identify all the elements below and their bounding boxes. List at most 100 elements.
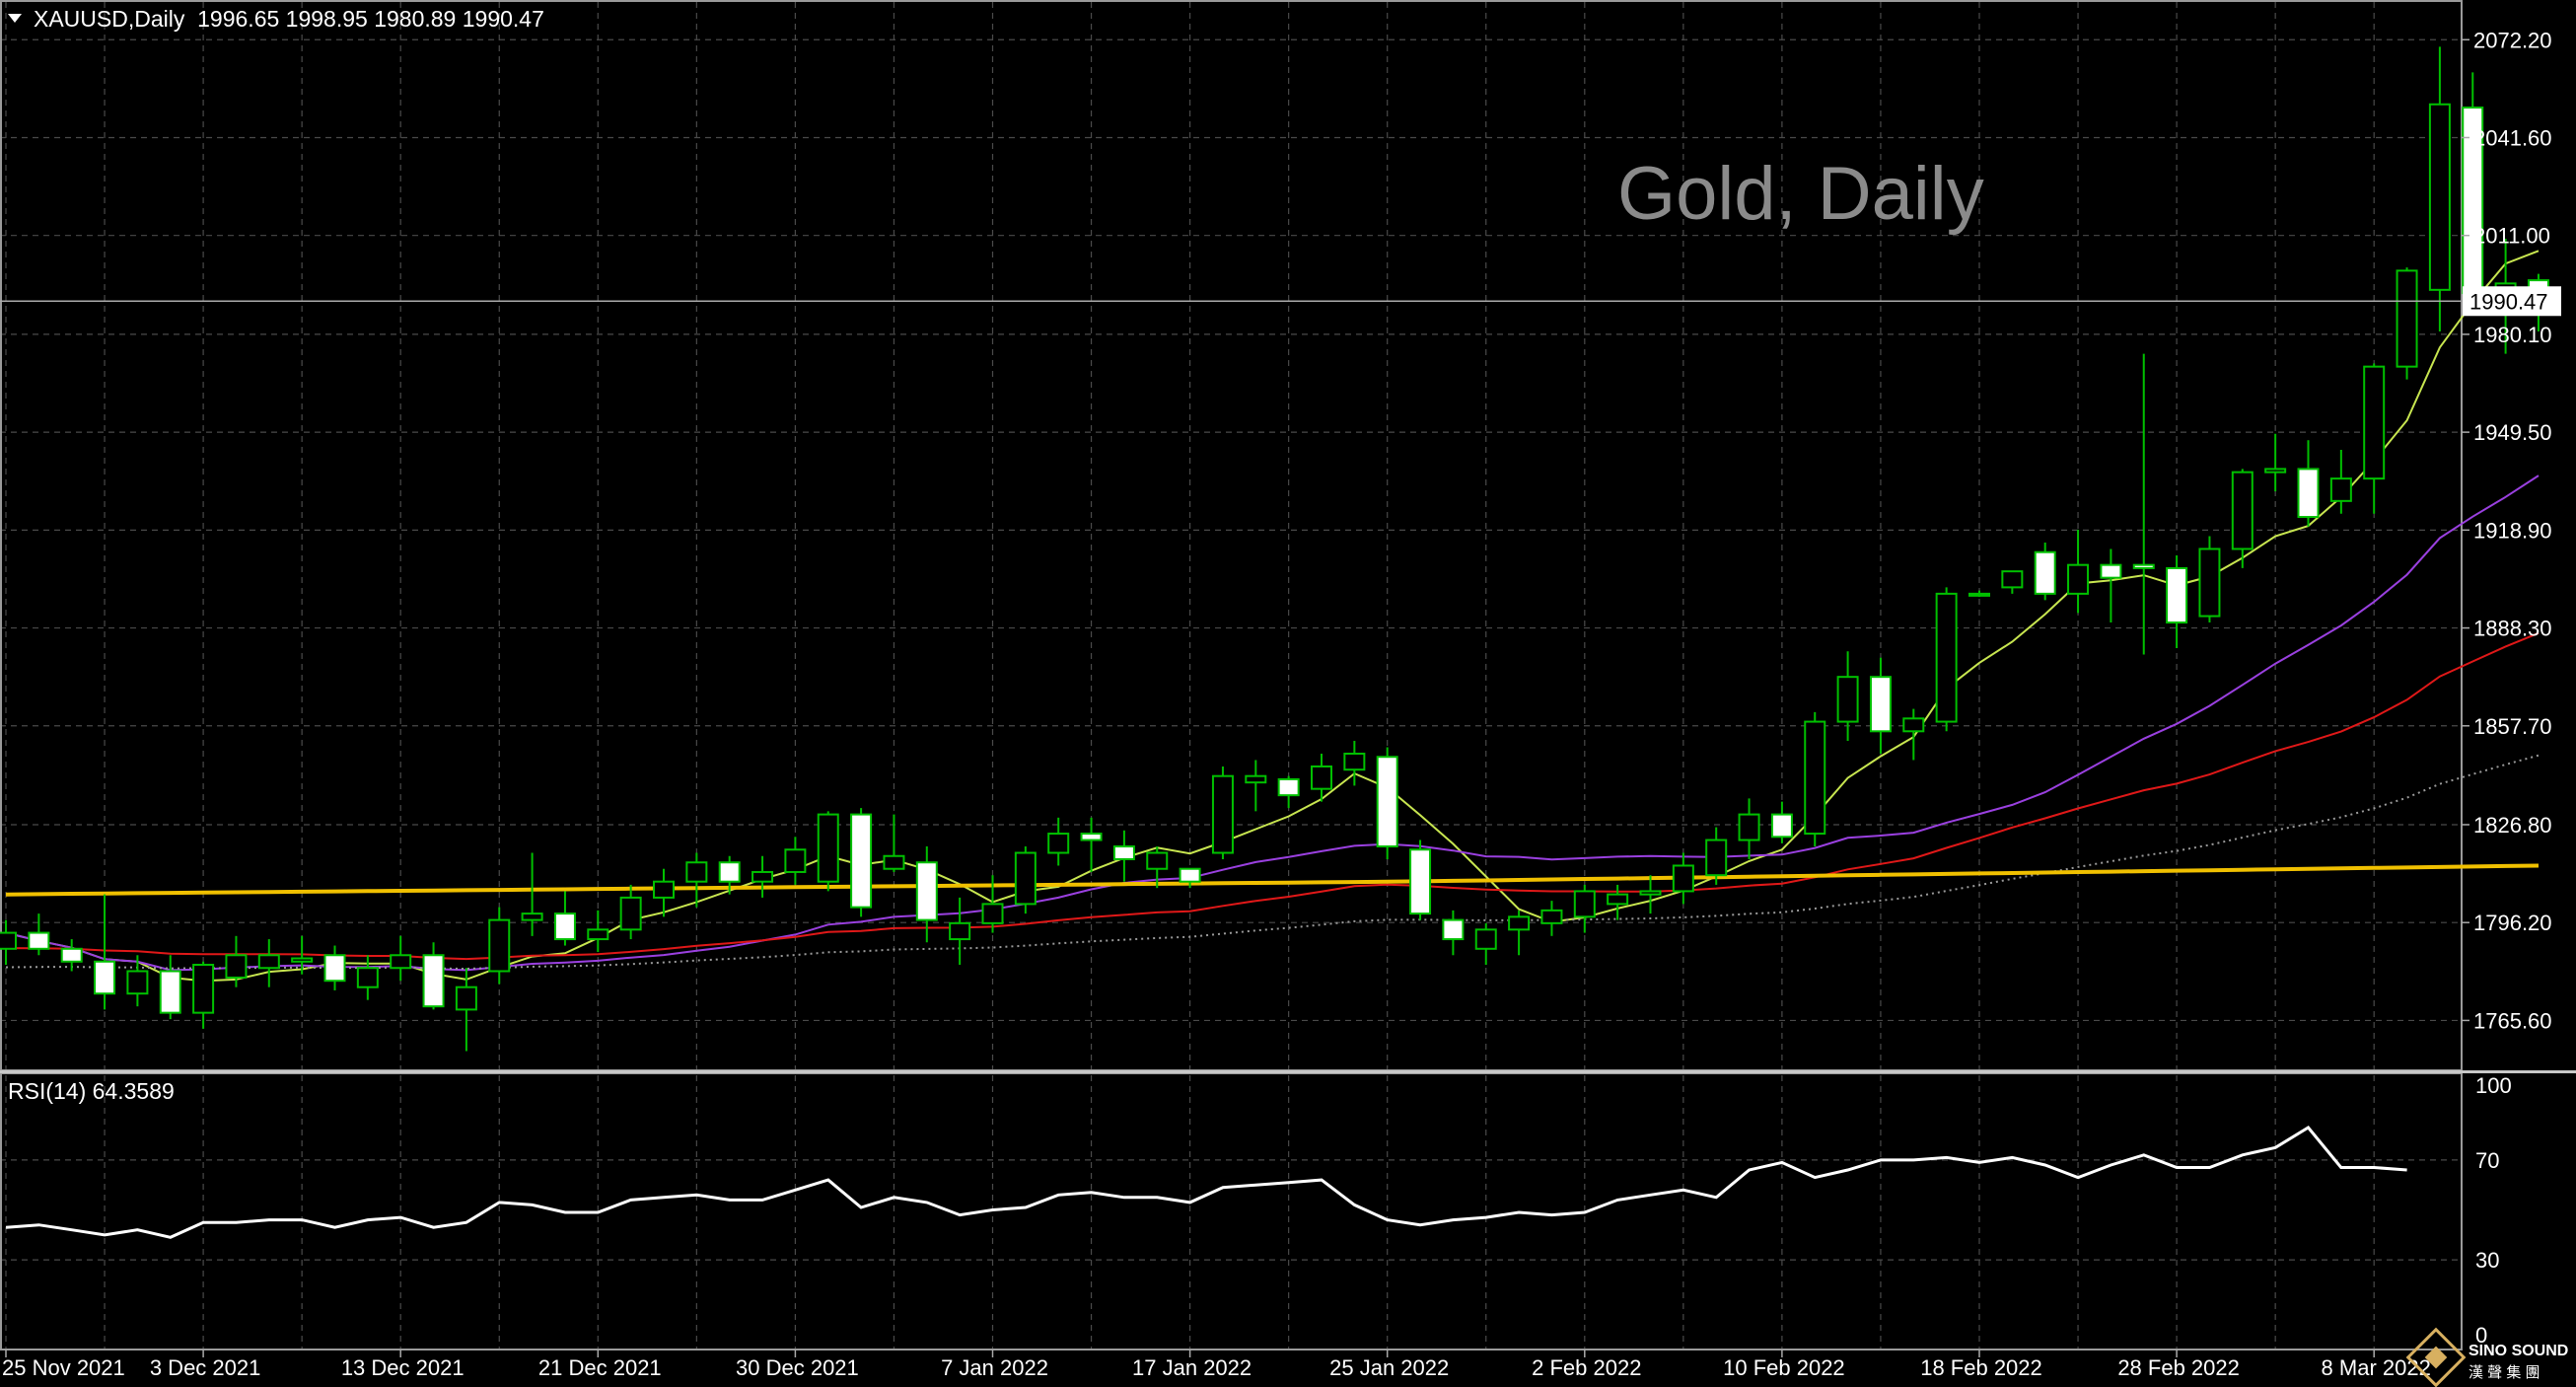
candle-body — [553, 912, 576, 941]
time-axis[interactable]: 25 Nov 2021 3 Dec 2021 13 Dec 2021 21 Dec 2… — [2, 1350, 2431, 1380]
candle-body — [1935, 592, 1958, 723]
symbol-ohlc-label: XAUUSD,Daily 1996.65 1998.95 1980.89 199… — [34, 6, 544, 32]
y-tick-label: 1918.90 — [2473, 518, 2552, 543]
candle-body — [1014, 851, 1037, 906]
candle-body — [1639, 890, 1662, 896]
candle-body — [126, 970, 149, 995]
candle-body — [488, 918, 511, 973]
x-tick-label: 25 Jan 2022 — [1329, 1355, 1449, 1380]
candle-body — [192, 963, 215, 1014]
rsi-label: RSI(14) 64.3589 — [8, 1078, 175, 1104]
candle-body — [2067, 563, 2090, 595]
candle-body — [2100, 563, 2122, 579]
candle-body — [225, 954, 248, 979]
candle-body — [915, 861, 938, 921]
rsi-tick-label: 0 — [2475, 1323, 2487, 1348]
price-tag-background — [2463, 286, 2561, 317]
rsi-line — [5, 1126, 2407, 1239]
candle-body — [356, 967, 379, 988]
candle-body — [1409, 848, 1432, 915]
candle-body — [28, 931, 50, 950]
rsi-tick-label: 30 — [2475, 1248, 2499, 1273]
y-tick-label: 1765.60 — [2473, 1008, 2552, 1033]
logo-subtitle: 漢 聲 集 團 — [2469, 1364, 2540, 1381]
rsi-tick-label: 70 — [2475, 1148, 2499, 1173]
candle-body — [1146, 851, 1169, 870]
candle-body — [1573, 890, 1596, 918]
sino-sound-logo: SINO SOUND 漢 聲 集 團 — [2405, 1327, 2568, 1387]
candle-body — [323, 954, 346, 983]
x-tick-label: 8 Mar 2022 — [2322, 1355, 2431, 1380]
grid-lines — [0, 2, 2462, 1349]
candle-body — [159, 970, 181, 1014]
candle-body — [60, 947, 83, 963]
y-tick-label: 2072.20 — [2473, 28, 2552, 52]
x-tick-label: 2 Feb 2022 — [1532, 1355, 1641, 1380]
candle-body — [0, 931, 17, 950]
candle-body — [1474, 928, 1497, 950]
candle-body — [1311, 765, 1332, 790]
candle-body — [1869, 676, 1892, 733]
chart-watermark: Gold, Daily — [1617, 152, 1984, 236]
price-axis[interactable]: 2072.20 2041.60 2011.00 1980.10 1949.50 1918.… — [2462, 28, 2552, 1033]
x-tick-label: 21 Dec 2021 — [538, 1355, 662, 1380]
candle-body — [390, 954, 412, 970]
candle-body — [1442, 918, 1465, 941]
candle-body — [2132, 563, 2155, 569]
candle-body — [2034, 550, 2056, 595]
current-price-tag: 1990.47 — [2463, 286, 2561, 317]
candle-body — [1112, 845, 1135, 860]
candle-body — [2198, 548, 2221, 618]
y-tick-label: 1949.50 — [2473, 420, 2552, 445]
candle-body — [2297, 468, 2320, 519]
candle-body — [1211, 774, 1234, 854]
logo-inner-icon — [2424, 1346, 2448, 1369]
y-tick-label: 1826.80 — [2473, 813, 2552, 838]
candle-body — [751, 870, 774, 883]
y-tick-label: 2011.00 — [2473, 224, 2550, 249]
logo-name: SINO SOUND — [2469, 1343, 2568, 1359]
candle-body — [619, 896, 642, 931]
candle-body — [1376, 756, 1398, 848]
candle-body — [1508, 915, 1531, 931]
y-tick-label: 1888.30 — [2473, 617, 2552, 641]
candle-body — [2264, 468, 2287, 474]
rsi-indicator — [5, 1126, 2407, 1239]
candle-body — [1245, 774, 1267, 784]
candle-body — [2166, 566, 2188, 624]
candle-body — [422, 954, 445, 1008]
candle-body — [257, 954, 280, 970]
candle-body — [981, 903, 1004, 924]
candle-body — [1804, 720, 1826, 836]
candle-body — [1738, 813, 1760, 841]
triangle-down-icon[interactable] — [8, 14, 22, 23]
candle-body — [1770, 813, 1793, 839]
candle-body — [2428, 103, 2451, 291]
candle-body — [587, 928, 609, 941]
candle-body — [2231, 471, 2254, 550]
candle-body — [1672, 864, 1694, 893]
candle-body — [2001, 570, 2024, 589]
candle-body — [2396, 269, 2418, 368]
candle-body — [653, 880, 675, 899]
x-tick-label: 3 Dec 2021 — [150, 1355, 261, 1380]
logo-diamond-icon — [2405, 1327, 2467, 1387]
x-tick-label: 13 Dec 2021 — [341, 1355, 465, 1380]
ma-200-line — [5, 863, 2540, 897]
ma-100-line — [5, 754, 2540, 971]
x-tick-label: 28 Feb 2022 — [2117, 1355, 2240, 1380]
y-tick-label: 1980.10 — [2473, 323, 2552, 347]
price-tag-value: 1990.47 — [2469, 289, 2548, 314]
candle-body — [521, 912, 543, 921]
candle-body — [1902, 717, 1925, 733]
y-tick-label: 1857.70 — [2473, 714, 2552, 739]
candle-body — [455, 986, 477, 1011]
rsi-axis: 100 70 30 0 — [2475, 1073, 2512, 1348]
candle-body — [1540, 909, 1563, 924]
candle-body — [94, 960, 116, 995]
rsi-tick-label: 100 — [2475, 1073, 2512, 1098]
y-tick-label: 2041.60 — [2473, 125, 2552, 150]
candle-body — [949, 921, 971, 941]
